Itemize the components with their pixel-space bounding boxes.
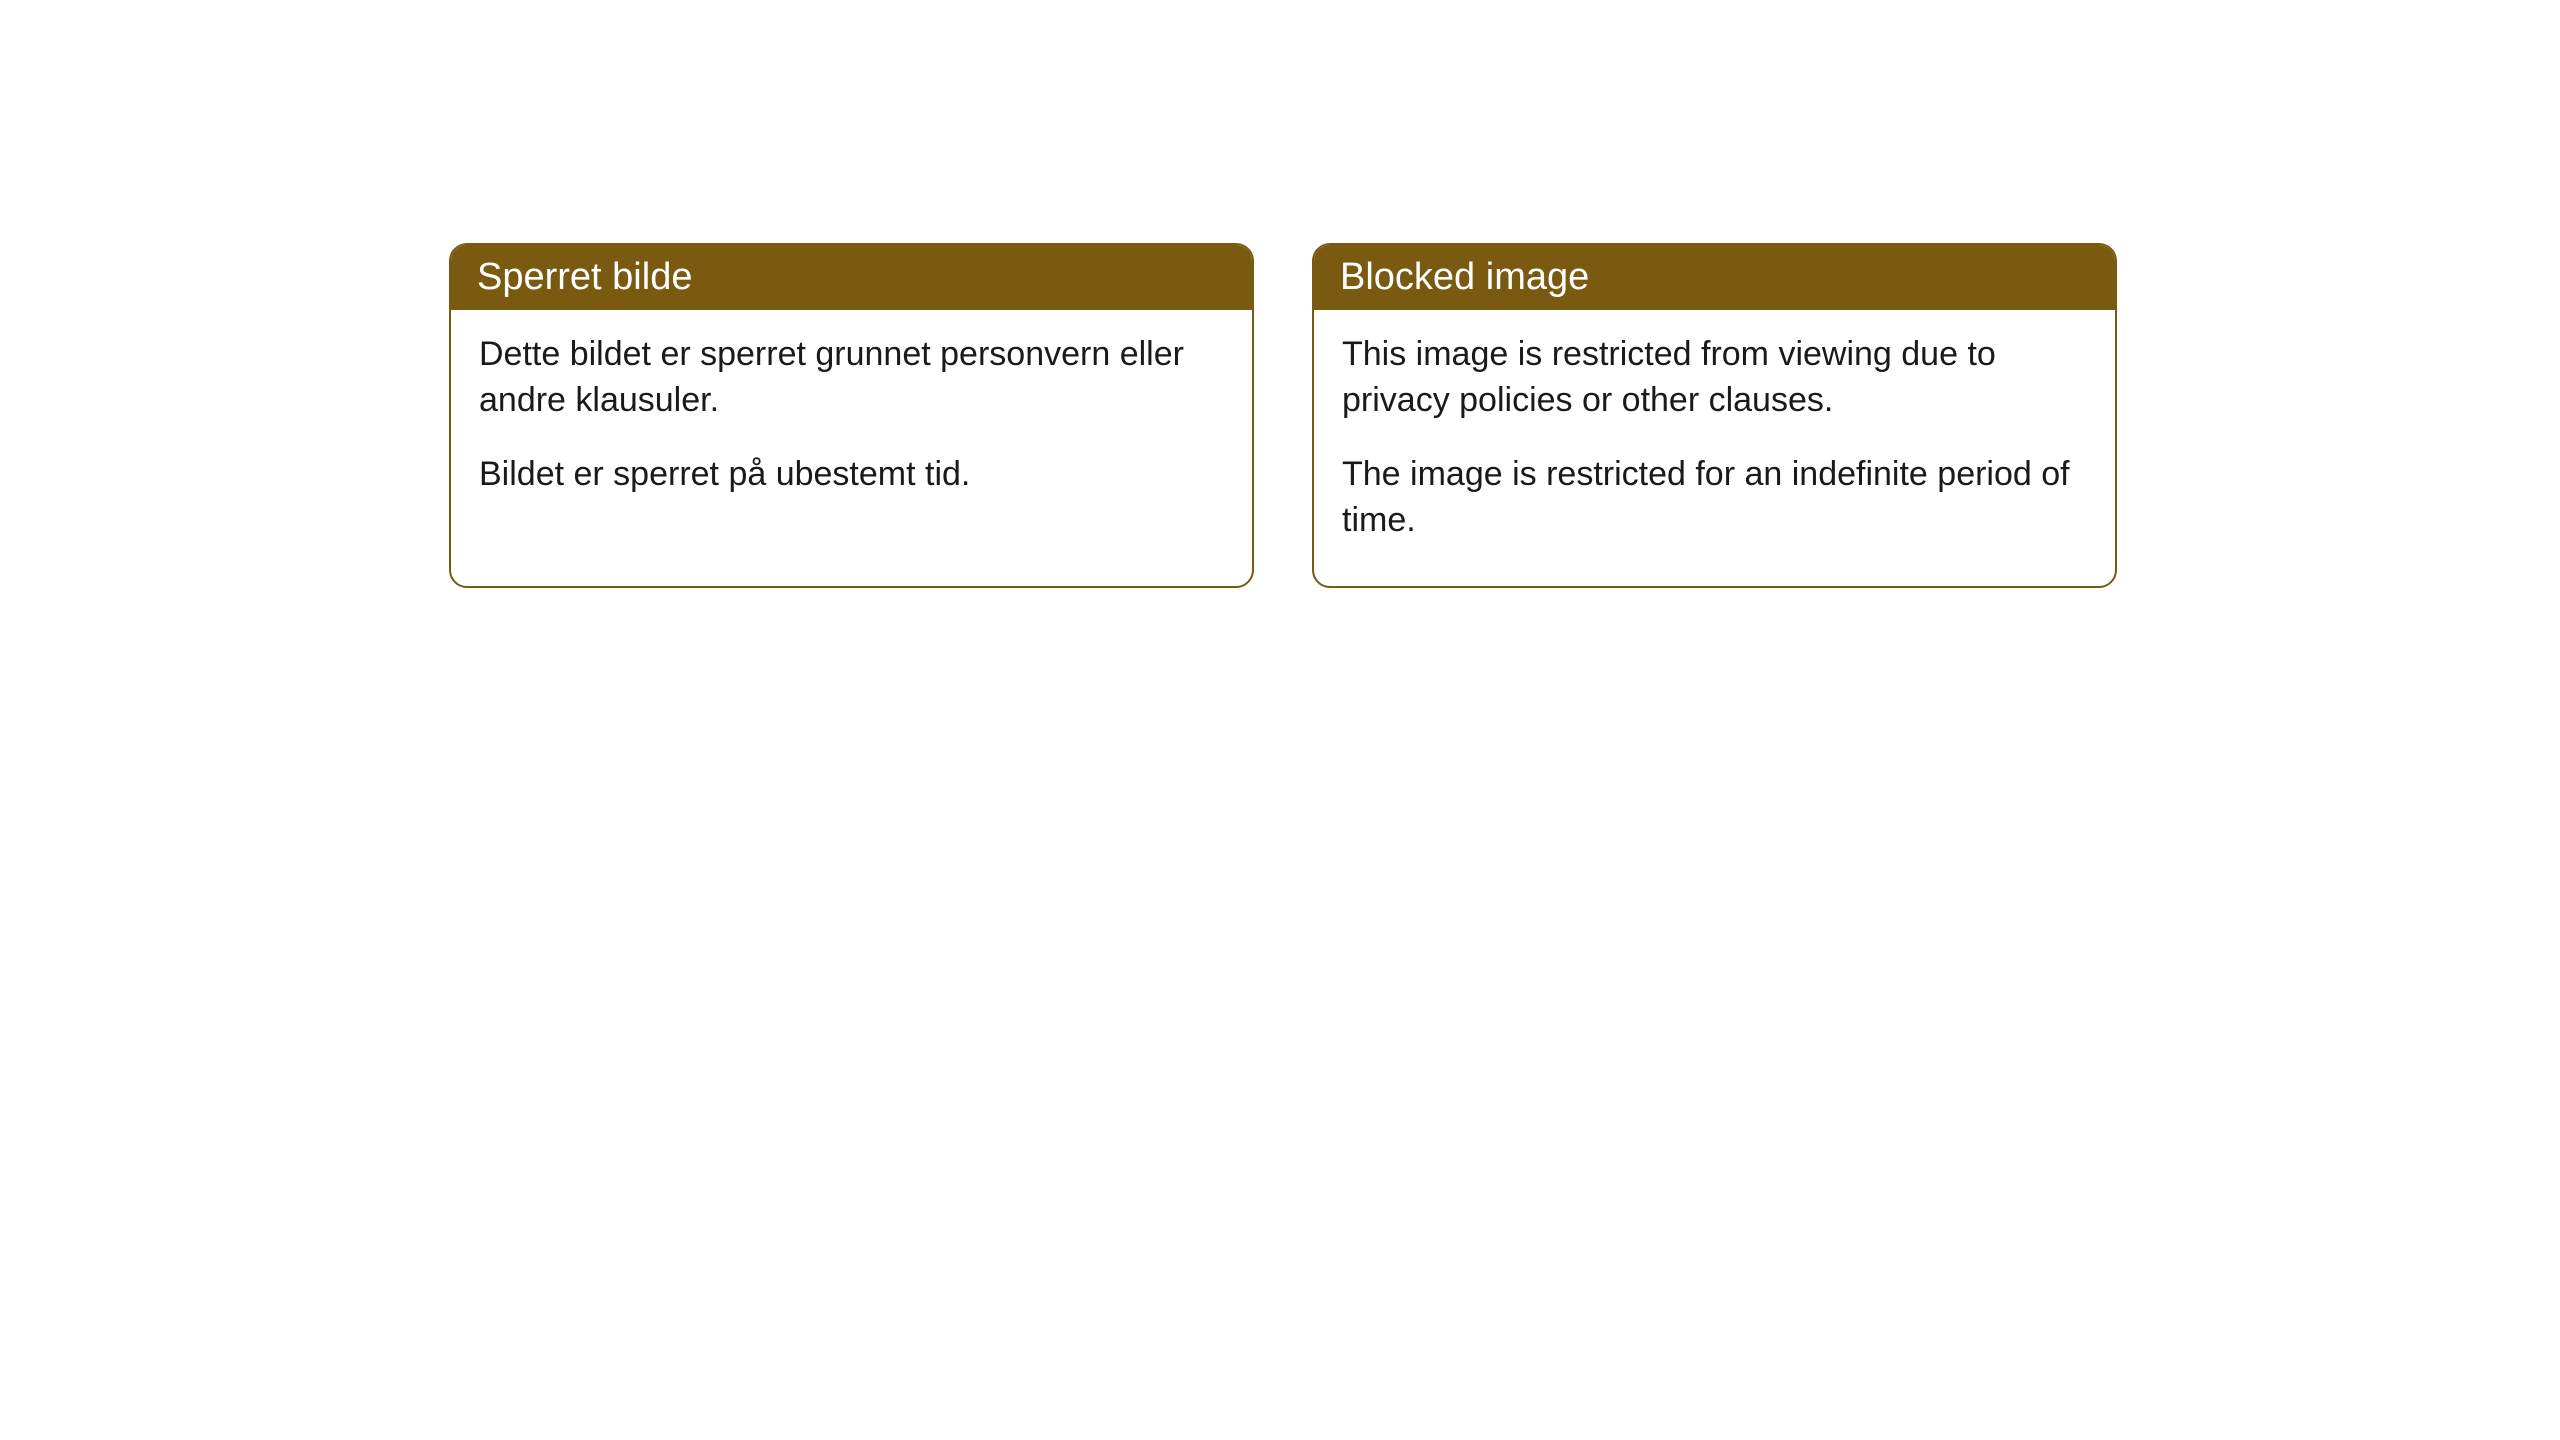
notice-header: Sperret bilde (451, 245, 1252, 310)
notice-paragraph: Dette bildet er sperret grunnet personve… (479, 332, 1224, 424)
notice-header: Blocked image (1314, 245, 2115, 310)
notice-card-english: Blocked image This image is restricted f… (1312, 243, 2117, 588)
notice-body: Dette bildet er sperret grunnet personve… (451, 310, 1252, 540)
notice-paragraph: Bildet er sperret på ubestemt tid. (479, 452, 1224, 498)
notice-body: This image is restricted from viewing du… (1314, 310, 2115, 586)
notice-cards-container: Sperret bilde Dette bildet er sperret gr… (449, 243, 2117, 588)
notice-card-norwegian: Sperret bilde Dette bildet er sperret gr… (449, 243, 1254, 588)
notice-paragraph: The image is restricted for an indefinit… (1342, 452, 2087, 544)
notice-paragraph: This image is restricted from viewing du… (1342, 332, 2087, 424)
